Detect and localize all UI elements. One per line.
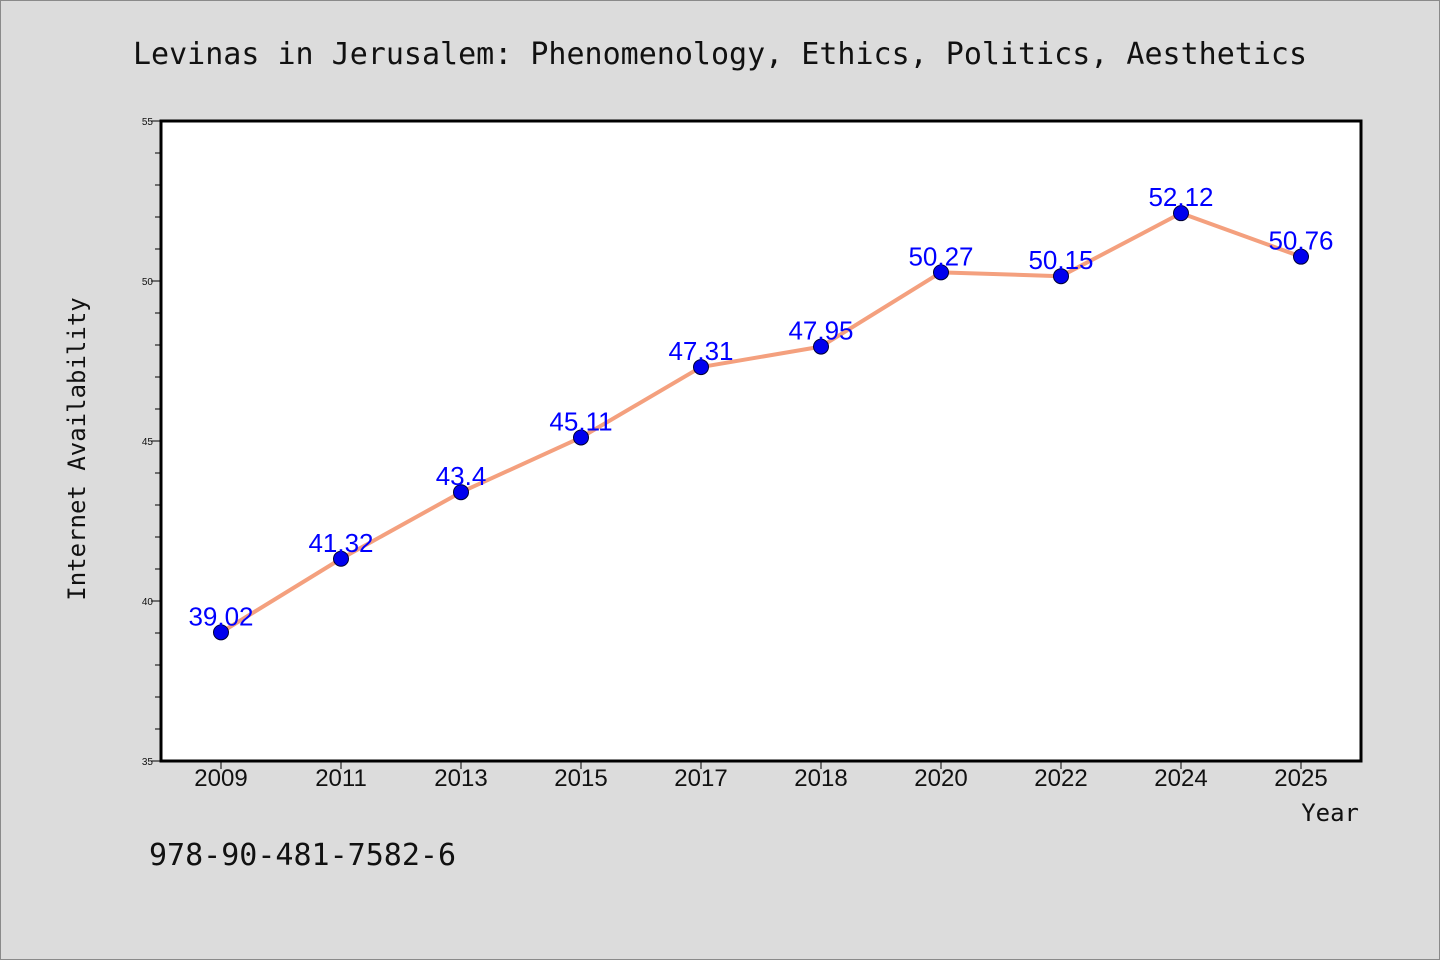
data-point	[1293, 248, 1309, 265]
data-point	[333, 550, 349, 567]
x-tick-label: 2018	[794, 765, 847, 792]
data-label: 47.31	[668, 336, 733, 366]
x-tick-label: 2025	[1274, 765, 1327, 792]
data-label: 47.95	[788, 316, 853, 346]
y-tick-label: 55	[142, 117, 154, 128]
data-point	[453, 484, 469, 501]
y-tick-label: 35	[142, 757, 154, 768]
isbn-text: 978-90-481-7582-6	[149, 838, 456, 873]
plot-area	[161, 121, 1361, 761]
x-axis-label: Year	[1301, 799, 1359, 827]
plot-frame	[159, 119, 1363, 763]
data-point	[693, 359, 709, 376]
x-axis: 2009 2011 2013 2015 2017 2018 2020 2022 2024 2025	[194, 761, 1328, 792]
x-tick-label: 2013	[434, 765, 487, 792]
data-label: 41.32	[308, 528, 373, 558]
data-label: 45.11	[549, 406, 612, 436]
data-label: 43.4	[436, 461, 487, 491]
x-tick-label: 2009	[194, 765, 247, 792]
data-label: 52.12	[1148, 182, 1213, 212]
data-point	[213, 624, 229, 641]
y-tick-label: 45	[142, 437, 154, 448]
data-point	[1053, 268, 1069, 285]
data-label: 50.27	[908, 241, 973, 271]
x-tick-label: 2020	[914, 765, 967, 792]
data-label: 50.15	[1028, 245, 1093, 275]
y-tick-label: 50	[142, 277, 154, 288]
x-tick-label: 2024	[1154, 765, 1207, 792]
x-tick-label: 2011	[315, 765, 367, 792]
series-line	[219, 211, 1303, 635]
data-point	[813, 338, 829, 355]
y-tick-label: 40	[142, 597, 154, 608]
x-tick-label: 2015	[554, 765, 607, 792]
y-axis: 35 40 45 50 55	[142, 117, 161, 768]
y-axis-label: Internet Availability	[63, 297, 91, 600]
data-point	[933, 264, 949, 281]
series-layer: 39.02 41.32 43.4 45.11 47.31 47.95 50.27 50.15 5…	[188, 182, 1334, 641]
data-label: 39.02	[188, 601, 253, 631]
data-point	[573, 429, 589, 446]
chart-title: Levinas in Jerusalem: Phenomenology, Eth…	[133, 37, 1307, 72]
data-point	[1173, 205, 1189, 222]
data-label: 50.76	[1268, 226, 1333, 256]
x-tick-label: 2022	[1034, 765, 1087, 792]
x-tick-label: 2017	[674, 765, 727, 792]
